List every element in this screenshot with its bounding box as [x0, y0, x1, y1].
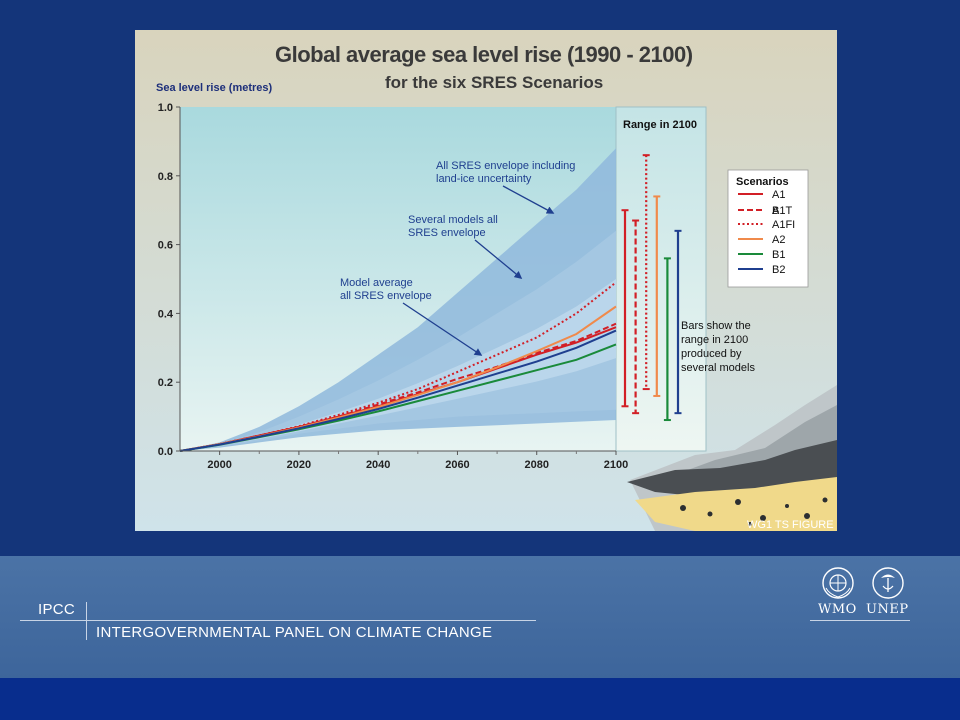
- range-bar-b2: [674, 229, 682, 415]
- y-tick-label: 0.4: [158, 308, 174, 320]
- tick-group: 0.0 0.2 0.4 0.6 0.8 1.0 2000 2020 2040 2060 2080 21…: [158, 102, 629, 471]
- footer-band: [0, 556, 960, 678]
- range-bars-group: [621, 154, 682, 422]
- range-bar-a1fi: [642, 154, 650, 391]
- series-line-b2: [179, 329, 617, 452]
- annotation-model-average: Model average all SRES envelope: [340, 277, 432, 302]
- legend-label: B: [772, 205, 779, 217]
- legend-box: [727, 169, 809, 288]
- wmo-emblem-icon: [822, 567, 854, 599]
- unep-emblem-icon: [872, 567, 904, 599]
- ipcc-abbrev: IPCC: [38, 601, 76, 618]
- annotation-arrow: [502, 185, 555, 214]
- sea-level-chart: 0.0 0.2 0.4 0.6 0.8 1.0 2000 2020 2040 2060 2080 21…: [135, 30, 837, 531]
- x-tick-label: 2100: [604, 459, 628, 471]
- annotation-line: Several models all: [408, 214, 498, 226]
- wmo-label: WMO: [818, 602, 857, 617]
- series-group: [179, 281, 617, 452]
- chart-title: Global average sea level rise (1990 - 21…: [275, 42, 693, 67]
- range-note: Bars show the range in 2100 produced by …: [681, 320, 755, 374]
- footer-rule: [86, 620, 536, 621]
- envelope-band: [180, 230, 616, 451]
- annotation-several-models: Several models all SRES envelope: [408, 214, 501, 239]
- ipcc-full-name: INTERGOVERNMENTAL PANEL ON CLIMATE CHANG…: [96, 624, 493, 641]
- coastline-illustration: [627, 385, 837, 531]
- range-bar-a1b: [621, 209, 629, 408]
- annotation-group: All SRES envelope including land-ice unc…: [340, 160, 578, 356]
- range-note-line: produced by: [681, 348, 742, 360]
- annotation-line: SRES envelope: [408, 227, 486, 239]
- axes-group: [179, 107, 616, 452]
- y-tick-label: 0.8: [158, 171, 173, 183]
- legend-label: A1: [772, 189, 785, 201]
- logo-rule: [810, 620, 910, 621]
- footer-rule: [20, 620, 86, 621]
- annotation-line: All SRES envelope including: [436, 160, 575, 172]
- legend-label: A1FI: [772, 219, 795, 231]
- sea-level-figure: 0.0 0.2 0.4 0.6 0.8 1.0 2000 2020 2040 2060 2080 21…: [135, 30, 837, 531]
- unep-label: UNEP: [866, 602, 909, 617]
- figure-caption: WG1 TS FIGURE 24: [747, 519, 837, 531]
- legend-label: A1T: [772, 205, 792, 217]
- y-tick-label: 1.0: [158, 102, 173, 114]
- range-note-line: Bars show the: [681, 320, 751, 332]
- range-bar-a1t: [632, 219, 640, 415]
- bottom-strip: [0, 678, 960, 720]
- annotation-all-sres: All SRES envelope including land-ice unc…: [436, 160, 578, 185]
- y-tick-label: 0.0: [158, 446, 173, 458]
- legend-label: B1: [772, 249, 785, 261]
- x-tick-label: 2060: [445, 459, 469, 471]
- x-tick-label: 2000: [207, 459, 231, 471]
- range-bar-b1: [663, 257, 671, 422]
- annotation-arrow: [402, 302, 483, 356]
- range-panel-title: Range in 2100: [623, 119, 697, 131]
- y-tick-label: 0.2: [158, 377, 173, 389]
- y-axis-title: Sea level rise (metres): [156, 82, 273, 94]
- annotation-line: land-ice uncertainty: [436, 173, 532, 185]
- range-note-line: range in 2100: [681, 334, 748, 346]
- series-line-a1fi: [179, 281, 617, 452]
- range-note-line: several models: [681, 362, 755, 374]
- x-tick-label: 2020: [287, 459, 311, 471]
- annotation-arrow: [474, 239, 523, 279]
- legend-title: Scenarios: [736, 176, 789, 188]
- y-tick-label: 0.6: [158, 240, 173, 252]
- range-bar-a2: [653, 195, 661, 397]
- range-panel: [615, 106, 707, 452]
- legend-label: A2: [772, 234, 785, 246]
- x-tick-label: 2080: [524, 459, 548, 471]
- chart-subtitle: for the six SRES Scenarios: [385, 73, 603, 92]
- footer-divider: [86, 602, 87, 640]
- x-tick-label: 2040: [366, 459, 390, 471]
- annotation-line: Model average: [340, 277, 413, 289]
- legend-label: B2: [772, 264, 785, 276]
- annotation-line: all SRES envelope: [340, 290, 432, 302]
